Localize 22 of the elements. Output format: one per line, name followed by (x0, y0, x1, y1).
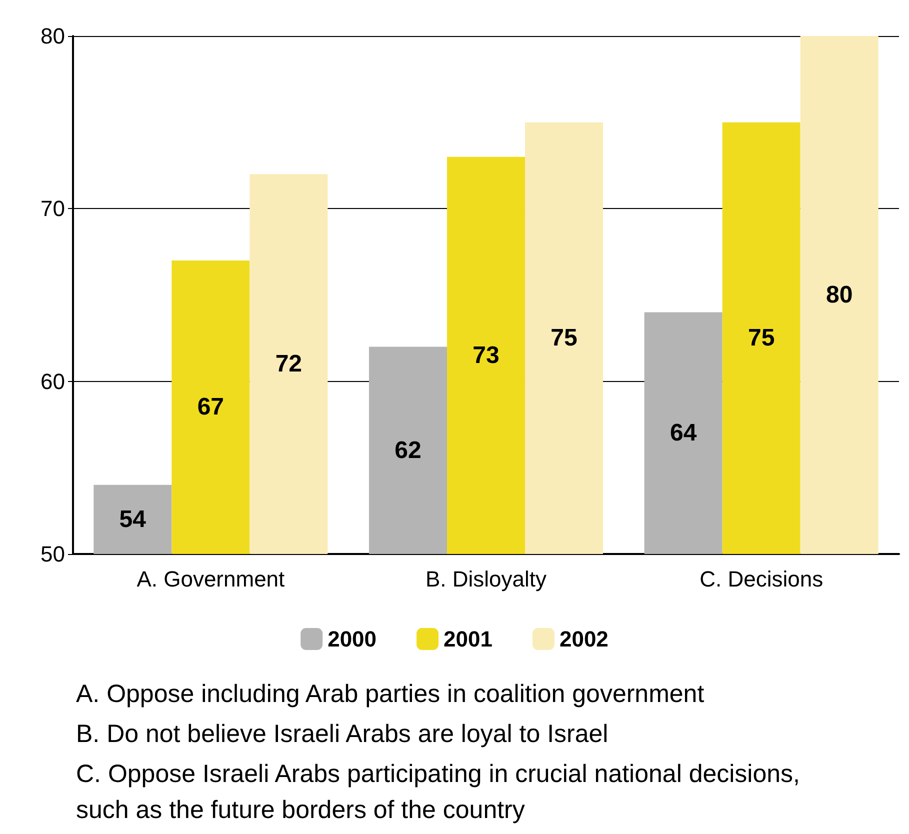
x-tick-label: B. Disloyalty (425, 566, 547, 592)
y-tick-label: 70 (40, 196, 65, 222)
text: B. Do not believe Israeli Arabs are loyal to Israel (76, 720, 608, 748)
data-label: 62 (394, 436, 422, 464)
data-label: 80 (826, 282, 853, 308)
text: C. Oppose Israeli Arabs participating in crucial national decisions, such as the future borders of the country (76, 760, 807, 824)
data-label: 67 (197, 394, 224, 421)
x-tick-label: C. Decisions (700, 566, 824, 592)
data-label: 72 (275, 350, 302, 378)
data-label: 73 (472, 342, 500, 369)
data-label: 75 (550, 324, 578, 352)
data-label: 75 (748, 324, 775, 352)
text: A. Oppose including Arab parties in coalition government (76, 680, 704, 708)
y-tick-label: 80 (40, 24, 65, 48)
y-tick-label: 60 (40, 368, 65, 394)
data-label: 54 (119, 506, 147, 533)
legend-label: 2002 (559, 626, 608, 652)
x-tick-label: A. Government (136, 566, 285, 592)
legend-label: 2001 (444, 626, 492, 652)
y-tick-label: 50 (40, 542, 65, 566)
legend-label: 2000 (328, 626, 377, 652)
data-label: 64 (670, 420, 698, 447)
